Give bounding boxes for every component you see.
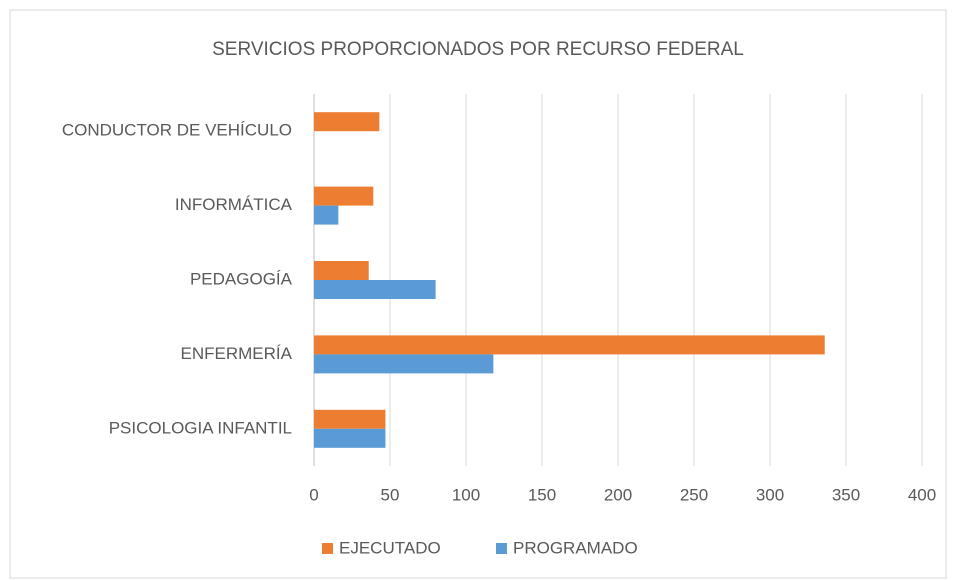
bar (314, 205, 339, 225)
legend-swatch (496, 543, 507, 554)
bar (314, 280, 436, 299)
legend-swatch (322, 543, 333, 554)
x-tick-label: 100 (452, 485, 480, 504)
y-tick-label: PEDAGOGÍA (190, 269, 293, 288)
bar (314, 335, 825, 355)
x-tick-label: 350 (832, 485, 860, 504)
y-tick-label: CONDUCTOR DE VEHÍCULO (62, 121, 292, 140)
y-tick-label: ENFERMERÍA (181, 344, 293, 363)
bar (314, 409, 386, 429)
x-tick-label: 300 (756, 485, 784, 504)
x-tick-label: 400 (908, 485, 936, 504)
x-tick-label: 200 (604, 485, 632, 504)
chart-title: SERVICIOS PROPORCIONADOS POR RECURSO FED… (212, 39, 744, 60)
bar (314, 428, 386, 448)
bar (314, 261, 369, 280)
y-tick-label: PSICOLOGIA INFANTIL (109, 418, 292, 437)
legend-label: PROGRAMADO (513, 538, 638, 557)
x-tick-label: 150 (528, 485, 556, 504)
x-tick-label: 50 (381, 485, 400, 504)
x-tick-label: 0 (309, 485, 318, 504)
y-tick-label: INFORMÁTICA (175, 195, 293, 214)
x-tick-label: 250 (680, 485, 708, 504)
bar (314, 186, 374, 206)
legend-label: EJECUTADO (339, 538, 441, 557)
bar (314, 112, 380, 132)
chart-border (9, 9, 947, 579)
bar (314, 354, 494, 374)
